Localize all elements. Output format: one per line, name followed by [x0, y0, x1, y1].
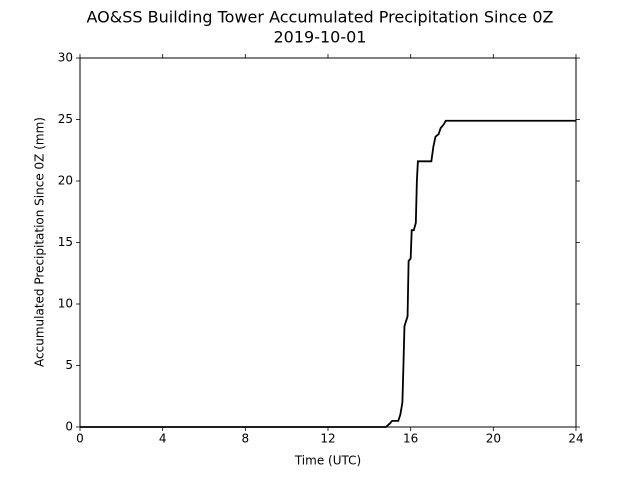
y-tick-label: 30 — [58, 51, 73, 65]
axes-frame — [79, 57, 577, 428]
y-axis-label: Accumulated Precipitation Since 0Z (mm) — [33, 117, 47, 367]
x-tick-label: 8 — [242, 432, 250, 446]
x-tick-label: 12 — [320, 432, 335, 446]
chart-title: AO&SS Building Tower Accumulated Precipi… — [87, 8, 554, 27]
x-tick-label: 0 — [76, 432, 84, 446]
y-tick-label: 25 — [58, 112, 73, 126]
precipitation-line — [80, 119, 576, 428]
x-tick-label: 20 — [486, 432, 501, 446]
y-tick-label: 15 — [58, 235, 73, 249]
y-tick-label: 20 — [58, 174, 73, 188]
x-tick-label: 24 — [568, 432, 583, 446]
y-tick-label: 10 — [58, 297, 73, 311]
x-axis-label: Time (UTC) — [294, 454, 361, 468]
chart-subtitle: 2019-10-01 — [274, 28, 367, 47]
y-tick-label: 0 — [65, 420, 73, 434]
x-tick-label: 4 — [159, 432, 167, 446]
x-tick-label: 16 — [403, 432, 418, 446]
y-tick-label: 5 — [65, 358, 73, 372]
